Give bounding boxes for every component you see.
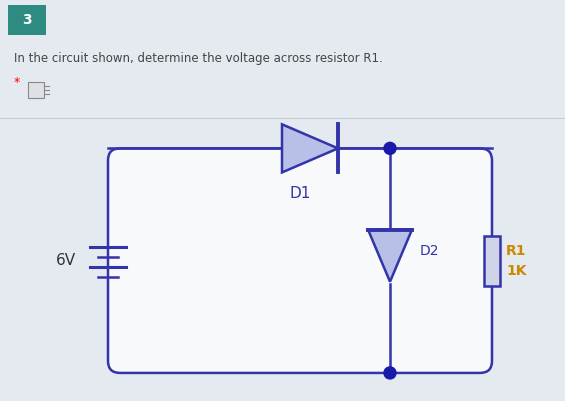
Text: 3: 3 (22, 13, 32, 27)
FancyBboxPatch shape (28, 82, 44, 98)
Text: In the circuit shown, determine the voltage across resistor R1.: In the circuit shown, determine the volt… (14, 52, 383, 65)
Text: D2: D2 (420, 244, 440, 257)
Text: R1: R1 (506, 244, 527, 257)
Polygon shape (282, 124, 338, 172)
Text: D1: D1 (289, 186, 311, 201)
FancyBboxPatch shape (484, 236, 500, 286)
Text: 1K: 1K (506, 264, 527, 277)
Polygon shape (368, 229, 412, 282)
Text: *: * (14, 76, 20, 89)
Text: 6V: 6V (56, 253, 76, 268)
Circle shape (384, 367, 396, 379)
FancyBboxPatch shape (8, 5, 46, 35)
Circle shape (384, 142, 396, 154)
FancyBboxPatch shape (108, 148, 492, 373)
